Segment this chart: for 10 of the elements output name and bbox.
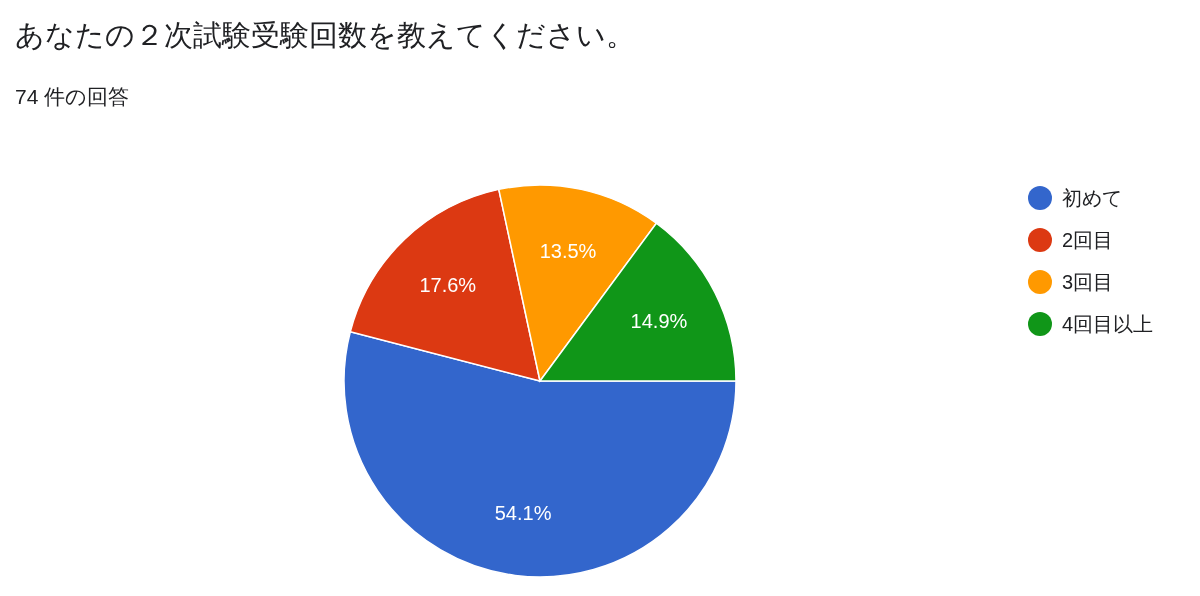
data-label: 17.6%	[419, 273, 477, 296]
text: 74 件の回答	[15, 85, 130, 108]
chart-title: あなたの２次試験受験回数を教えてください。	[15, 19, 635, 51]
legend-label: 3回目	[1062, 271, 1114, 293]
data-label: 13.5%	[539, 239, 597, 262]
legend-label: 2回目	[1062, 229, 1114, 251]
legend-label: 4回目以上	[1062, 313, 1154, 335]
data-label: 14.9%	[630, 309, 688, 332]
legend-label: 初めて	[1062, 187, 1122, 209]
data-label: 54.1%	[494, 502, 552, 525]
